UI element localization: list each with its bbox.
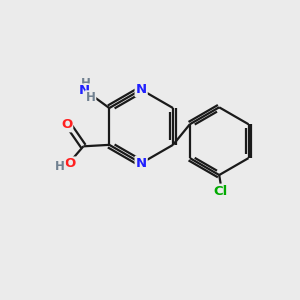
Text: H: H xyxy=(85,91,95,104)
Text: O: O xyxy=(61,118,72,131)
Text: N: N xyxy=(78,85,89,98)
Text: O: O xyxy=(64,158,76,170)
Text: N: N xyxy=(136,83,147,96)
Text: Cl: Cl xyxy=(214,185,228,198)
Text: H: H xyxy=(80,77,90,90)
Text: N: N xyxy=(136,157,147,170)
Text: H: H xyxy=(55,160,65,173)
